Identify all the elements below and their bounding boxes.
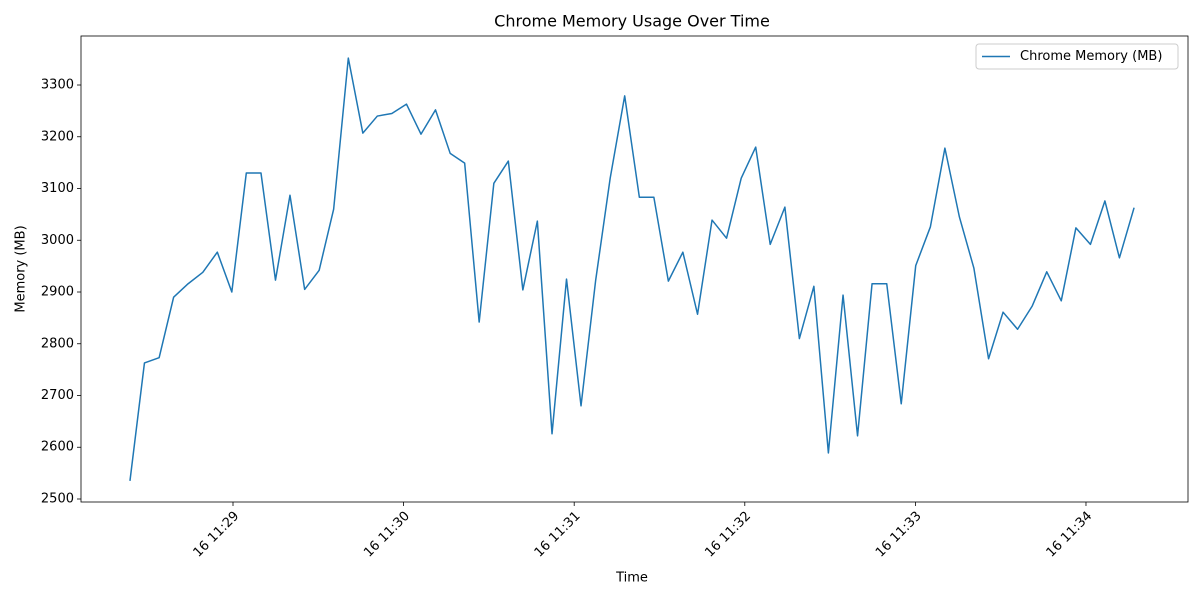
y-tick-label: 3300 bbox=[41, 78, 74, 93]
y-tick-label: 2500 bbox=[41, 491, 74, 506]
data-line bbox=[129, 57, 1135, 481]
x-tick-label: 16 11:31 bbox=[532, 509, 584, 561]
y-tick-label: 3000 bbox=[41, 233, 74, 248]
x-tick-label: 16 11:29 bbox=[191, 509, 243, 561]
y-tick-label: 2600 bbox=[41, 440, 74, 455]
x-tick-label: 16 11:30 bbox=[361, 509, 413, 561]
x-tick-label: 16 11:32 bbox=[702, 509, 754, 561]
legend-box bbox=[975, 43, 1179, 70]
y-tick-label: 3100 bbox=[41, 181, 74, 196]
y-tick-label: 2800 bbox=[41, 336, 74, 351]
legend-label: Chrome Memory (MB) bbox=[1020, 49, 1162, 64]
y-tick-label: 2700 bbox=[41, 388, 74, 403]
y-tick-label: 2900 bbox=[41, 285, 74, 300]
y-tick-label: 3200 bbox=[41, 129, 74, 144]
y-axis-label: Memory (MB) bbox=[14, 225, 29, 312]
plot-frame bbox=[80, 35, 1189, 503]
x-tick-label: 16 11:34 bbox=[1044, 509, 1096, 561]
legend: Chrome Memory (MB) bbox=[975, 43, 1179, 70]
x-axis-label: Time bbox=[615, 571, 648, 586]
x-tick-label: 16 11:33 bbox=[873, 509, 925, 561]
chart-title: Chrome Memory Usage Over Time bbox=[494, 12, 770, 31]
